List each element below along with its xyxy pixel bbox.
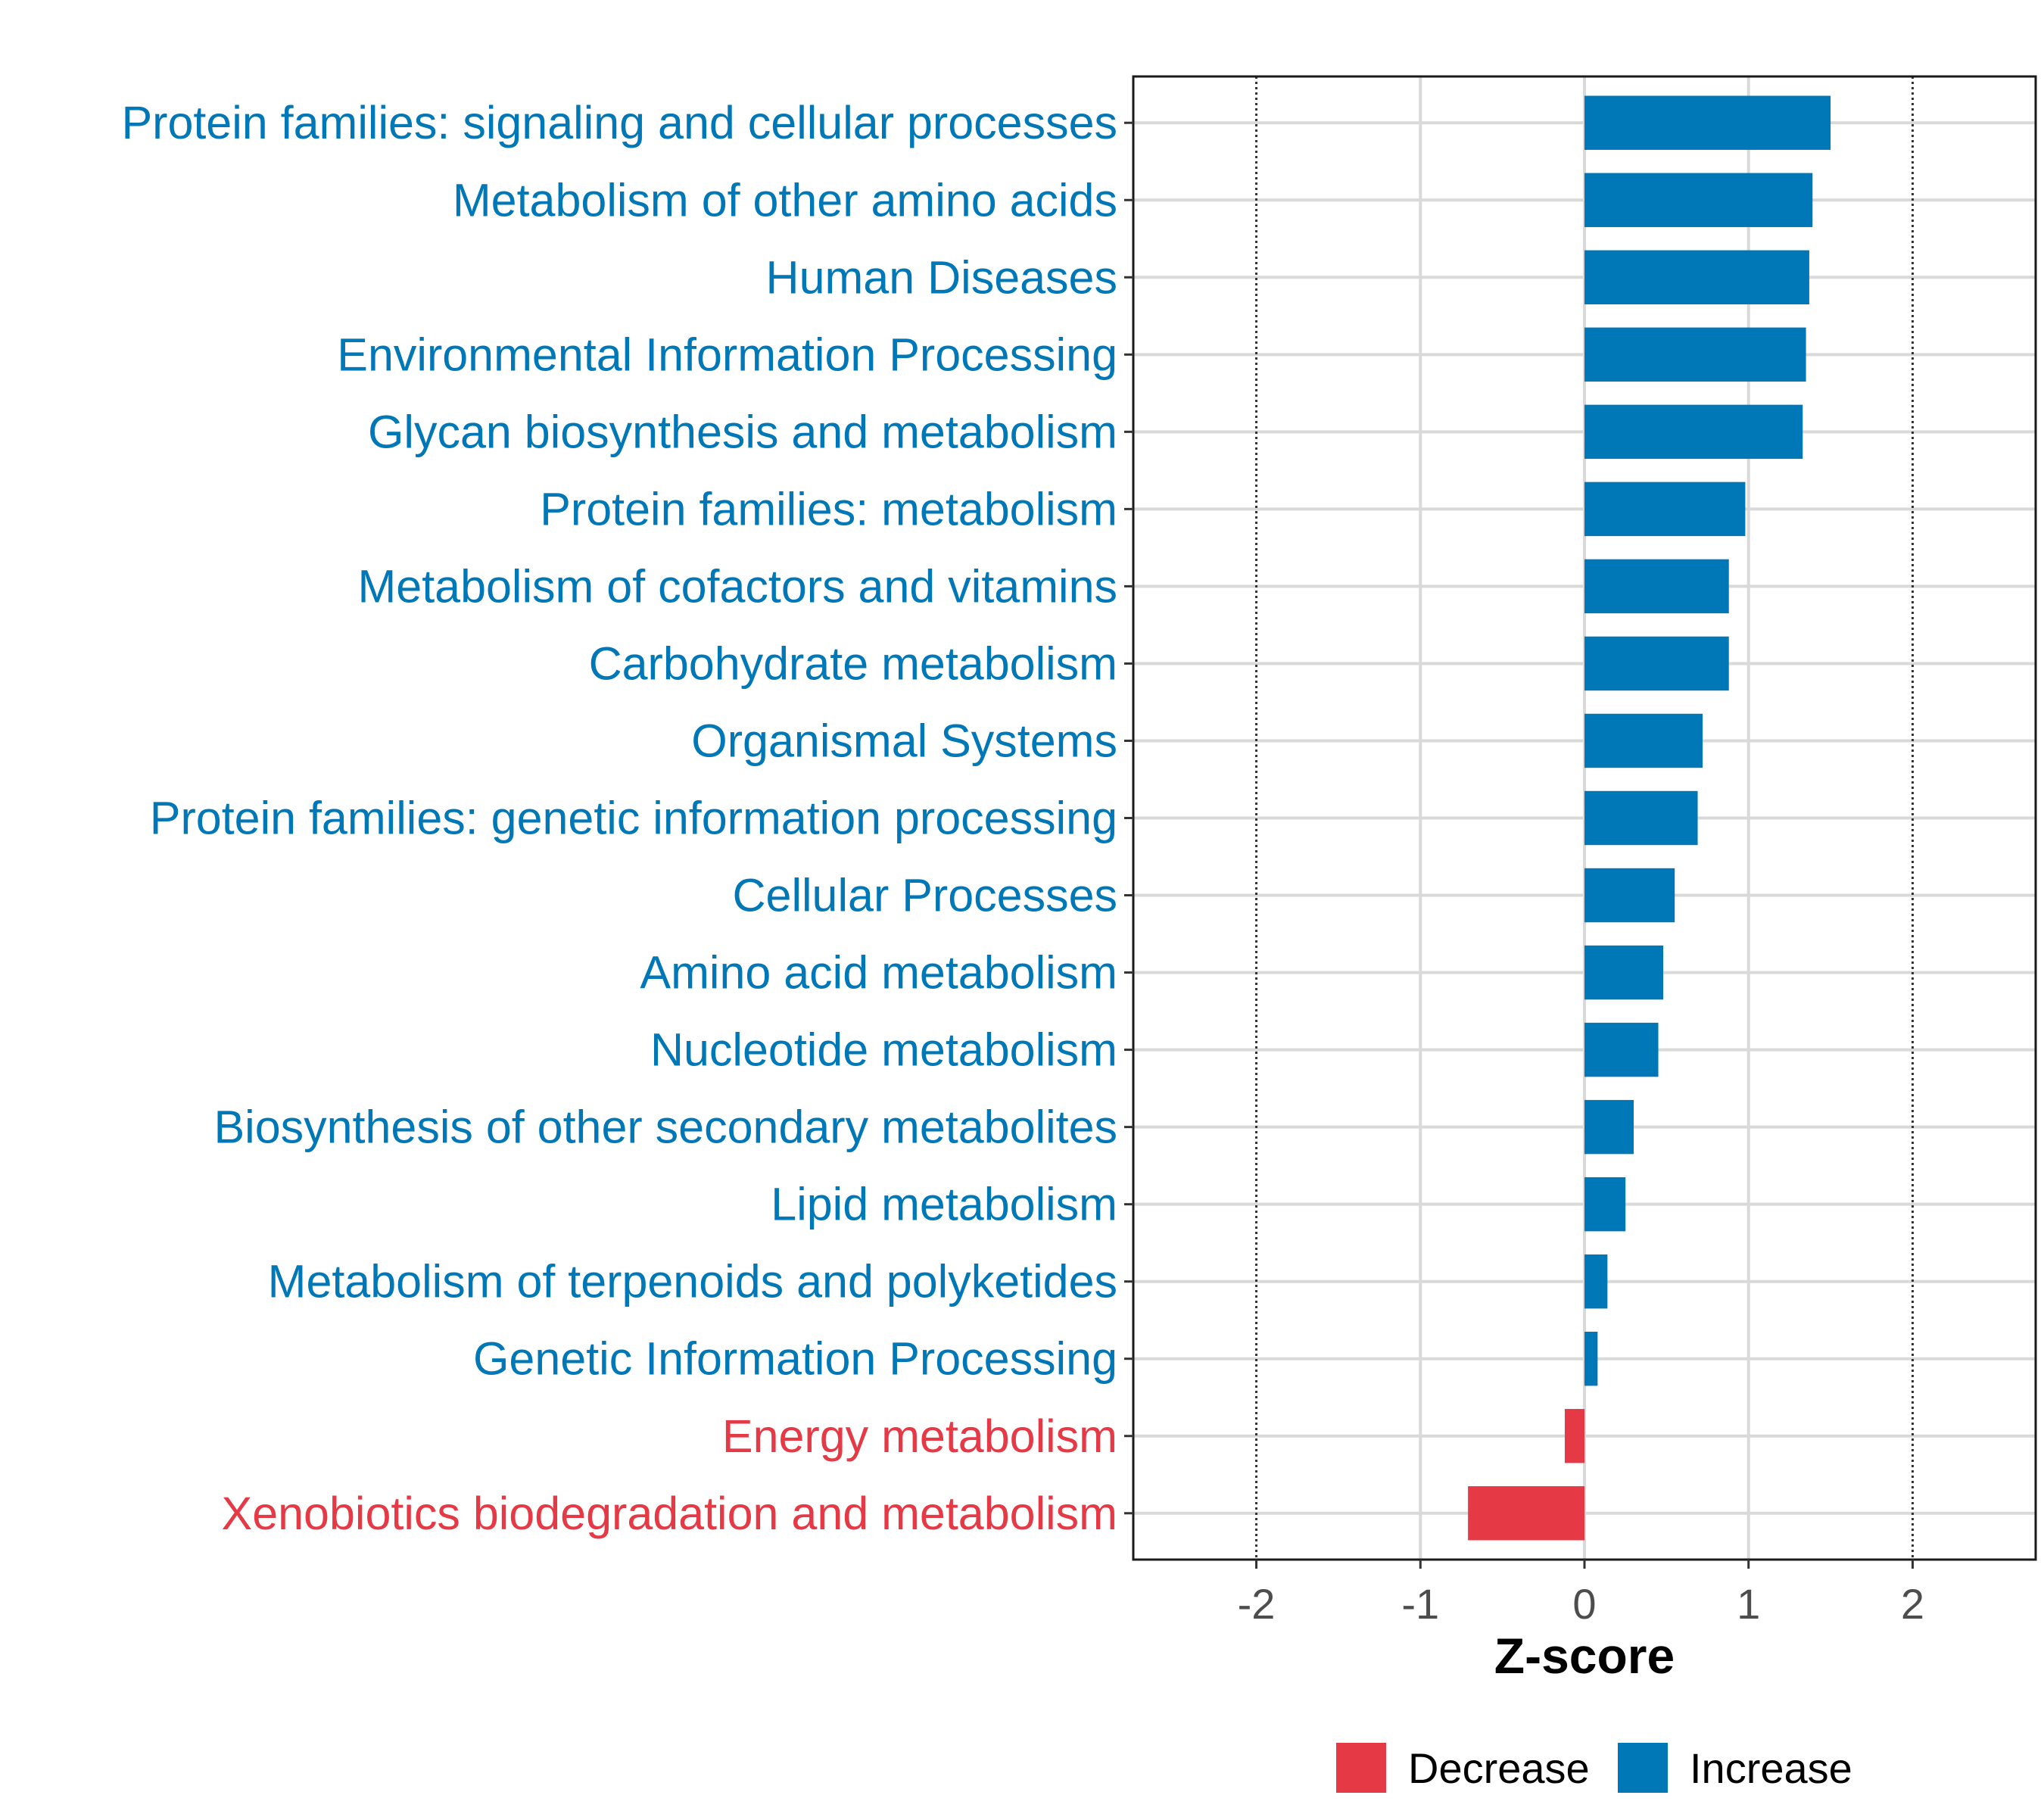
category-label: Nucleotide metabolism <box>650 1024 1117 1076</box>
reference-lines <box>1255 76 1914 1560</box>
bar-glycan-biosynthesis-and-metabolism <box>1584 404 1803 460</box>
legend-swatch-increase <box>1618 1743 1668 1793</box>
category-label: Cellular Processes <box>732 870 1117 921</box>
bar-protein-families-metabolism <box>1584 482 1746 537</box>
x-axis-ticks: -2 -1 0 1 2 <box>1238 1560 1924 1628</box>
y-axis-ticks <box>1124 121 1133 1515</box>
bar-organismal-systems <box>1584 713 1703 768</box>
bar-energy-metabolism <box>1564 1409 1584 1463</box>
bar-cellular-processes <box>1584 868 1675 923</box>
category-label: Metabolism of terpenoids and polyketides <box>268 1256 1117 1307</box>
bar-carbohydrate-metabolism <box>1584 636 1729 691</box>
x-tick-label: -2 <box>1238 1580 1276 1628</box>
category-label: Lipid metabolism <box>771 1179 1117 1230</box>
category-label: Xenobiotics biodegradation and metabolis… <box>222 1488 1117 1539</box>
legend-label-increase: Increase <box>1690 1744 1852 1792</box>
category-label: Protein families: genetic information pr… <box>150 793 1117 844</box>
category-labels: Protein families: signaling and cellular… <box>121 97 1117 1539</box>
bar-protein-families-signaling-and-cellular-processes <box>1584 95 1831 150</box>
bar-biosynthesis-of-other-secondary-metabolites <box>1584 1099 1634 1155</box>
category-label: Protein families: signaling and cellular… <box>121 97 1117 148</box>
bar-nucleotide-metabolism <box>1584 1022 1659 1077</box>
legend-label-decrease: Decrease <box>1408 1744 1590 1792</box>
category-label: Biosynthesis of other secondary metaboli… <box>213 1102 1117 1153</box>
bar-environmental-information-processing <box>1584 327 1806 382</box>
bar-human-diseases <box>1584 250 1809 304</box>
category-label: Protein families: metabolism <box>540 483 1117 535</box>
category-label: Genetic Information Processing <box>473 1333 1117 1385</box>
category-label: Glycan biosynthesis and metabolism <box>368 406 1117 457</box>
category-label: Carbohydrate metabolism <box>589 637 1117 689</box>
bar-amino-acid-metabolism <box>1584 945 1664 1000</box>
x-tick-label: 2 <box>1901 1580 1924 1628</box>
bar-metabolism-of-terpenoids-and-polyketides <box>1584 1254 1608 1309</box>
bar-xenobiotics-biodegradation-and-metabolism <box>1468 1486 1584 1541</box>
bar-metabolism-of-cofactors-and-vitamins <box>1584 559 1729 614</box>
category-label: Human Diseases <box>766 251 1117 303</box>
bars <box>1468 95 1831 1541</box>
legend-swatch-decrease <box>1336 1743 1386 1793</box>
category-label: Metabolism of other amino acids <box>453 174 1117 226</box>
bar-lipid-metabolism <box>1584 1177 1626 1232</box>
bar-protein-families-genetic-information-processing <box>1584 790 1698 846</box>
category-label: Environmental Information Processing <box>337 329 1117 380</box>
x-axis-title: Z-score <box>1494 1628 1675 1684</box>
category-label: Organismal Systems <box>691 715 1117 766</box>
x-tick-label: 0 <box>1572 1580 1596 1628</box>
category-label: Energy metabolism <box>722 1410 1117 1462</box>
category-label: Amino acid metabolism <box>640 947 1117 999</box>
legend: Decrease Increase <box>1336 1743 1852 1793</box>
bar-genetic-information-processing <box>1584 1332 1598 1386</box>
x-tick-label: -1 <box>1401 1580 1439 1628</box>
x-tick-label: 1 <box>1737 1580 1760 1628</box>
category-label: Metabolism of cofactors and vitamins <box>357 560 1117 612</box>
bar-metabolism-of-other-amino-acids <box>1584 173 1813 227</box>
